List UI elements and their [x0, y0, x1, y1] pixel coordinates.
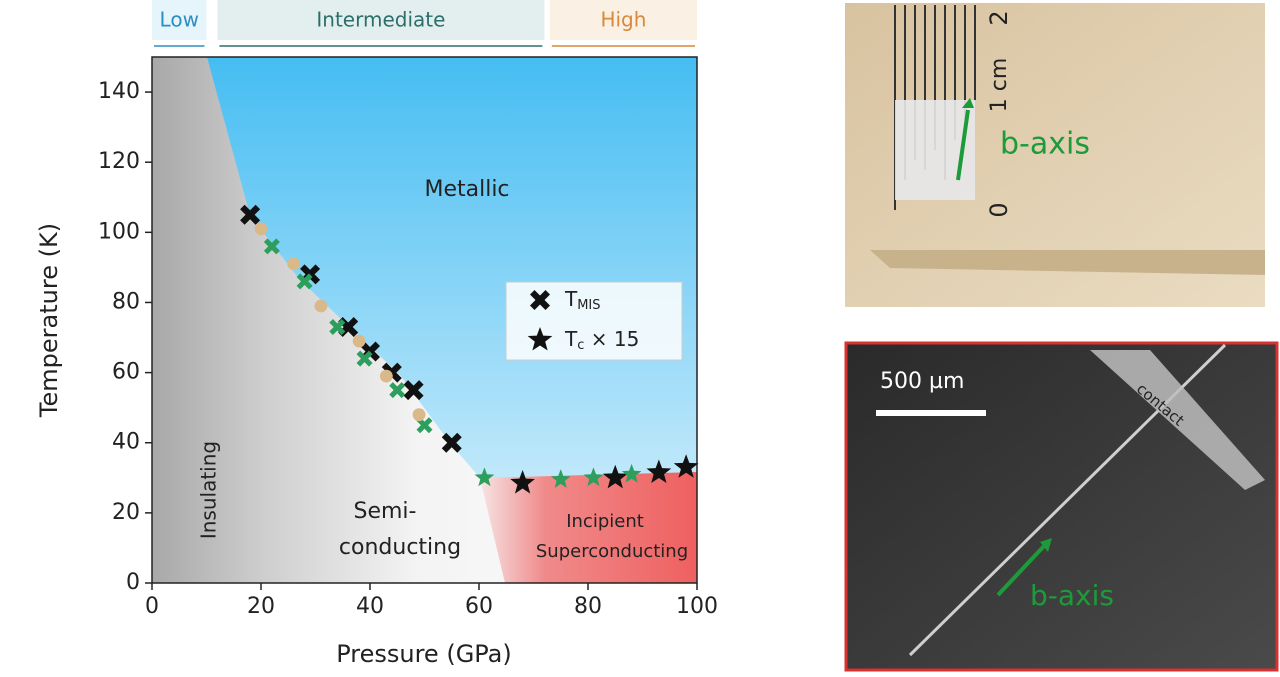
- legend-subscript: MIS: [577, 298, 600, 313]
- x-tick-label: 100: [676, 594, 718, 619]
- y-tick-label: 0: [126, 570, 140, 595]
- cross-marker: [263, 238, 280, 255]
- dot-marker: [412, 408, 426, 422]
- region-label: Insulating: [197, 441, 221, 539]
- y-tick-label: 140: [98, 79, 140, 104]
- regime-band: [152, 0, 207, 40]
- dot-marker: [287, 257, 301, 271]
- x-axis-label: Pressure (GPa): [336, 640, 512, 668]
- region-label: Superconducting: [536, 541, 688, 562]
- cross-marker: [356, 350, 373, 367]
- cross-marker: [403, 380, 424, 401]
- region-label: conducting: [339, 535, 461, 560]
- legend-name: T: [564, 287, 578, 311]
- regime-label: Intermediate: [316, 8, 445, 32]
- cross-marker: [329, 319, 346, 336]
- cross-marker: [389, 382, 406, 399]
- regime-label: Low: [160, 8, 199, 32]
- region-label: Incipient: [566, 511, 644, 532]
- star-marker: [602, 464, 628, 489]
- star-marker: [646, 459, 672, 484]
- star-marker: [550, 469, 571, 488]
- ruler-label: 0: [985, 202, 1013, 217]
- x-tick-label: 60: [465, 594, 493, 619]
- regime-label: High: [600, 8, 646, 32]
- regime-band: [217, 0, 545, 40]
- scale-bar-label: 500 µm: [880, 369, 964, 394]
- y-tick-label: 40: [112, 430, 140, 455]
- ruler-label: 2: [985, 10, 1013, 25]
- y-tick-label: 80: [112, 289, 140, 314]
- cross-marker: [296, 273, 313, 290]
- star-marker: [510, 470, 535, 494]
- star-marker: [583, 467, 604, 487]
- legend-name: T: [564, 327, 578, 351]
- photo-sem: [844, 341, 1279, 672]
- star-marker: [621, 463, 642, 483]
- legend-suffix: × 15: [584, 327, 639, 351]
- cross-marker: [240, 204, 261, 225]
- x-tick-label: 0: [145, 594, 159, 619]
- y-axis-label: Temperature (K): [35, 223, 63, 418]
- cross-marker: [416, 417, 433, 434]
- dot-marker: [379, 369, 393, 383]
- x-tick-label: 20: [247, 594, 275, 619]
- y-tick-label: 20: [112, 500, 140, 525]
- x-tick-label: 40: [356, 594, 384, 619]
- region-label: Semi-: [354, 499, 417, 524]
- regime-band: [549, 0, 697, 40]
- dot-marker: [254, 222, 268, 236]
- dot-marker: [352, 334, 366, 348]
- star-marker: [527, 327, 553, 351]
- legend-label: TMIS: [564, 287, 601, 313]
- ruler-label: 1 cm: [987, 58, 1012, 113]
- star-marker: [673, 454, 699, 478]
- region-label: Metallic: [424, 177, 509, 202]
- x-tick-label: 80: [574, 594, 602, 619]
- star-marker: [474, 467, 495, 487]
- photo-ruler: [845, 3, 1265, 307]
- cross-marker: [530, 290, 550, 310]
- y-tick-label: 100: [98, 219, 140, 244]
- legend-subscript: c: [577, 338, 584, 353]
- dot-marker: [314, 299, 328, 313]
- axis-label: b-axis: [1030, 579, 1114, 612]
- y-tick-label: 60: [112, 360, 140, 385]
- cross-marker: [441, 432, 462, 453]
- axis-label: b-axis: [1000, 127, 1090, 162]
- legend-label: Tc × 15: [564, 327, 639, 353]
- y-tick-label: 120: [98, 149, 140, 174]
